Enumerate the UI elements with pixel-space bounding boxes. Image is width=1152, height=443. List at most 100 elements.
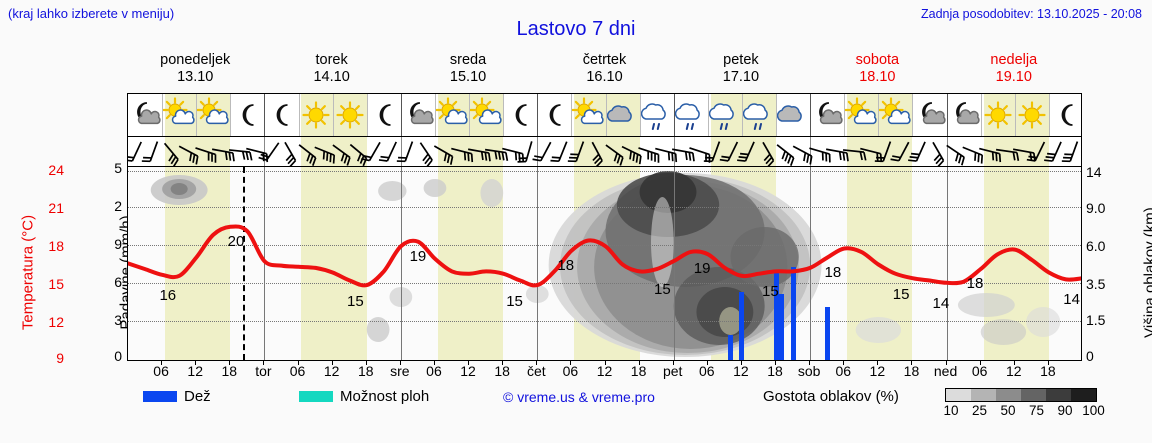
wind-barb: [1025, 137, 1055, 165]
wind-barb: [787, 137, 817, 165]
time-tick-mark: [911, 361, 913, 365]
day-separator: [810, 167, 812, 360]
icon-cell-divider: [605, 94, 607, 136]
time-tick-mark: [502, 361, 504, 365]
wind-barb: [667, 137, 697, 165]
sun-cloud-icon: [878, 97, 912, 132]
day-separator: [537, 167, 539, 360]
wind-barb: [258, 137, 288, 165]
temperature-tick-9: 9: [56, 350, 64, 366]
icon-cell-divider: [878, 94, 880, 136]
icon-cell-divider: [844, 94, 846, 136]
time-tick-label-06: 06: [835, 363, 852, 379]
weather-icon-band: [127, 93, 1082, 137]
wind-barb: [957, 137, 987, 165]
time-tick-label-18: 18: [221, 363, 238, 379]
icon-cell-divider: [980, 94, 982, 136]
cloud-rain-icon: [640, 98, 674, 132]
wind-barb: [1042, 137, 1072, 165]
copyright-link[interactable]: © vreme.us & vreme.pro: [503, 389, 655, 405]
icon-cell-divider: [469, 94, 471, 136]
time-tick-mark: [161, 361, 163, 365]
wind-barb: [446, 137, 476, 165]
day-separator: [946, 137, 948, 166]
time-tick-label-12: 12: [596, 363, 613, 379]
day-date: 14.10: [313, 69, 350, 85]
sun-icon: [299, 98, 333, 132]
sun-icon: [333, 98, 367, 132]
wind-barb: [753, 137, 783, 166]
wind-barb: [599, 137, 629, 166]
wind-barb: [190, 137, 220, 165]
legend-label-showers: Možnost ploh: [340, 388, 430, 405]
wind-barb: [173, 137, 203, 165]
day-separator: [264, 137, 266, 166]
wind-barb-band: [127, 137, 1082, 166]
cloud-ramp-label-25: 25: [971, 403, 988, 418]
icon-cell-divider: [298, 94, 300, 136]
cloud-ramp-step-10: [946, 389, 971, 401]
sun-icon: [981, 98, 1015, 132]
time-tick-mark: [604, 361, 606, 365]
cloud-height-tick-1.5: 1.5: [1086, 312, 1106, 328]
time-tick-mark: [297, 361, 299, 365]
wind-barb: [224, 137, 254, 165]
wind-barb: [906, 137, 936, 165]
temperature-extreme-label: 18: [557, 256, 575, 274]
icon-cell-divider: [912, 94, 914, 136]
sun-cloud-icon: [571, 97, 605, 132]
wind-barb: [821, 137, 851, 165]
cloud-density-field: [150, 171, 1061, 357]
day-separator: [673, 94, 675, 136]
time-tick-mark: [229, 361, 231, 365]
temperature-extreme-label: 15: [762, 283, 779, 301]
day-separator: [810, 137, 812, 166]
temperature-extreme-label: 18: [966, 275, 984, 293]
time-axis: 06 12 18 tor 06 12 18 sre 06 12 18 čet 06 12 18 pet 06 12…: [127, 361, 1082, 383]
time-tick-label-18: 18: [357, 363, 374, 379]
cloud-height-tick-14: 14: [1086, 164, 1102, 180]
cloud-ramp-label-75: 75: [1028, 403, 1045, 418]
time-tick-mark: [570, 361, 572, 365]
time-tick-label-12: 12: [460, 363, 476, 379]
day-header-ned: nedelja 19.10: [946, 52, 1082, 86]
wind-barb: [838, 137, 868, 165]
wind-barb: [633, 137, 663, 165]
precipitation-bar: [773, 271, 779, 360]
legend-label-rain: Dež: [184, 388, 211, 405]
day-header-sob: sobota 18.10: [809, 52, 945, 86]
precipitation-tick-2: 9: [114, 236, 122, 252]
sun-icon: [1015, 98, 1049, 132]
cloud-ramp-step-90: [1046, 389, 1071, 401]
day-date: 15.10: [449, 69, 487, 85]
time-tick-mark: [775, 361, 777, 365]
cloud-rain-icon: [708, 98, 742, 132]
icon-cell-divider: [162, 94, 164, 136]
temperature-curve: [128, 224, 1081, 288]
day-separator: [537, 94, 539, 136]
day-name: torek: [315, 52, 348, 68]
wind-barb: [377, 137, 407, 165]
icon-cell-divider: [366, 94, 368, 136]
icon-cell-divider: [1014, 94, 1016, 136]
time-tick-mark: [195, 361, 197, 365]
temperature-extreme-label: 15: [654, 281, 671, 299]
time-tick-label-06: 06: [153, 363, 169, 379]
time-tick-label-18: 18: [494, 363, 510, 379]
legend-item-rain: Dež: [143, 388, 211, 405]
temperature-tick-12: 12: [48, 314, 64, 330]
time-tick-label-18: 18: [630, 363, 647, 379]
time-tick-label-12: 12: [733, 363, 749, 379]
temperature-extreme-label: 15: [347, 292, 364, 310]
time-tick-label-06: 06: [289, 363, 306, 379]
cloud-height-tick-3.5: 3.5: [1086, 276, 1106, 292]
sun-cloud-icon: [196, 97, 230, 132]
wind-barb: [360, 137, 390, 165]
precipitation-bar: [728, 334, 734, 360]
gridline: [128, 283, 1081, 284]
time-tick-label-sre: sre: [390, 363, 410, 379]
day-header-pet: petek 17.10: [673, 52, 809, 86]
precipitation-bar: [824, 307, 830, 360]
wind-barb: [718, 137, 748, 165]
moon-cloud-icon: [913, 98, 947, 132]
